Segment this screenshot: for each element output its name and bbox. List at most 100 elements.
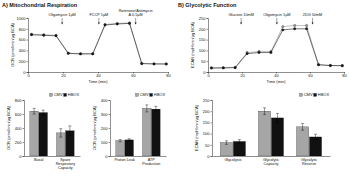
tick: 800 [15, 98, 24, 103]
data-point [79, 52, 81, 54]
data-point [116, 22, 118, 24]
tick-mark [27, 61, 29, 62]
data-point [329, 64, 331, 66]
bar [297, 127, 309, 156]
tick-label: 200 [15, 140, 22, 145]
tick-label: 300 [101, 112, 108, 117]
annotation: Glucose 10mM [228, 13, 254, 17]
tick-mark [207, 61, 209, 62]
category-label: Glycolysis [224, 158, 241, 162]
error-bar [154, 106, 157, 112]
axis-line [27, 19, 29, 73]
data-point [341, 64, 343, 66]
data-point [210, 66, 212, 68]
tick-mark [211, 111, 213, 112]
tick: 600 [15, 112, 24, 117]
tick-mark [109, 128, 111, 129]
tick: Basal [34, 158, 44, 162]
bar [143, 108, 152, 156]
series-line [32, 23, 167, 64]
tick-label: 40 [274, 73, 279, 78]
tick: 150 [199, 37, 208, 42]
data-point [282, 25, 284, 27]
tick-label: 100 [203, 131, 210, 136]
tick-mark [211, 134, 213, 135]
figure: A) Mitochondrial Respiration020406080020… [0, 0, 349, 189]
y-axis-title: ECAR (mpH/min/µg BCA) [194, 104, 199, 151]
series-line [32, 23, 167, 64]
tick: 200 [101, 126, 110, 131]
tick-label: 800 [15, 98, 22, 103]
tick: 200 [199, 27, 208, 32]
tick: 60 [131, 72, 136, 78]
y-axis: 050100150200250 [203, 98, 213, 159]
y-axis: 0200400600800 [15, 98, 25, 159]
tick-mark [109, 114, 111, 115]
annotation-arrow [98, 18, 99, 23]
chart-bar: 0100200300400OCR (pmol/min/µg BCA)Proton… [92, 92, 167, 166]
annotation-arrowhead [312, 23, 314, 25]
tick-mark [109, 100, 111, 101]
tick-mark [109, 142, 111, 143]
y-axis-title: ECAR (mpH/min/µg BCA) [190, 21, 195, 68]
tick-mark [23, 128, 25, 129]
data-point [165, 63, 167, 65]
axis-line [23, 101, 25, 157]
tick: ATPProduction [142, 158, 160, 166]
axis-line [109, 101, 111, 157]
tick-mark [211, 122, 213, 123]
tick: 300 [101, 112, 110, 117]
annotation: 2DG 50mM [303, 13, 322, 17]
tick-label: 0 [27, 73, 30, 78]
x-axis: Proton Leak ATPProduction [111, 157, 167, 166]
tick-mark [211, 145, 213, 146]
y-axis: 050100150200250 [199, 16, 209, 75]
tick-mark [27, 72, 29, 73]
series-line [211, 29, 342, 68]
data-point [270, 51, 272, 53]
plot-marks [30, 108, 74, 156]
axis-line [25, 156, 81, 157]
y-axis-title: OCR (pmol/min/µg BCA) [6, 105, 11, 150]
legend: CMVHBOX [50, 92, 80, 97]
annotation-arrowhead [98, 23, 100, 25]
tick-label: 0 [203, 70, 206, 75]
tick: GlycolyticReserve [301, 158, 317, 166]
data-point [141, 62, 143, 64]
tick: 80 [342, 72, 347, 78]
tick-label: 1000 [17, 16, 27, 21]
data-point [317, 63, 319, 65]
tick-label: 400 [101, 98, 108, 103]
tick-label: 200 [19, 59, 26, 64]
legend-label: CMV [140, 92, 149, 97]
annotation-arrowhead [276, 23, 278, 25]
error-bar [301, 124, 304, 131]
tick-mark [207, 50, 209, 51]
bar [233, 141, 245, 156]
annotation-arrowhead [240, 23, 242, 25]
data-point [222, 66, 224, 68]
data-point [79, 53, 81, 55]
annotation-arrow [276, 18, 277, 23]
annotation-arrow [62, 18, 63, 23]
tick: GlycolyticCapacity [263, 158, 279, 166]
data-point [234, 66, 236, 68]
error-bar [33, 108, 36, 114]
tick: Proton Leak [114, 158, 135, 162]
data-point [329, 64, 331, 66]
data-point [282, 29, 284, 31]
annotation: Oligomycin 1µM [48, 13, 75, 17]
tick-mark [109, 156, 111, 157]
y-axis-title: OCR (pmol/min/µg BCA) [10, 22, 15, 67]
tick-mark [27, 18, 29, 19]
category-label: Proton Leak [114, 158, 135, 162]
x-axis: BasalSpareRespiratoryCapacity [25, 157, 81, 171]
error-bar [238, 140, 241, 144]
tick-label: 800 [19, 27, 26, 32]
tick-label: 250 [199, 16, 206, 21]
data-point [43, 34, 45, 36]
tick: 400 [15, 126, 24, 131]
x-axis-title: Time (min) [89, 79, 109, 84]
tick: 150 [203, 120, 212, 125]
plot-marks [116, 105, 160, 156]
